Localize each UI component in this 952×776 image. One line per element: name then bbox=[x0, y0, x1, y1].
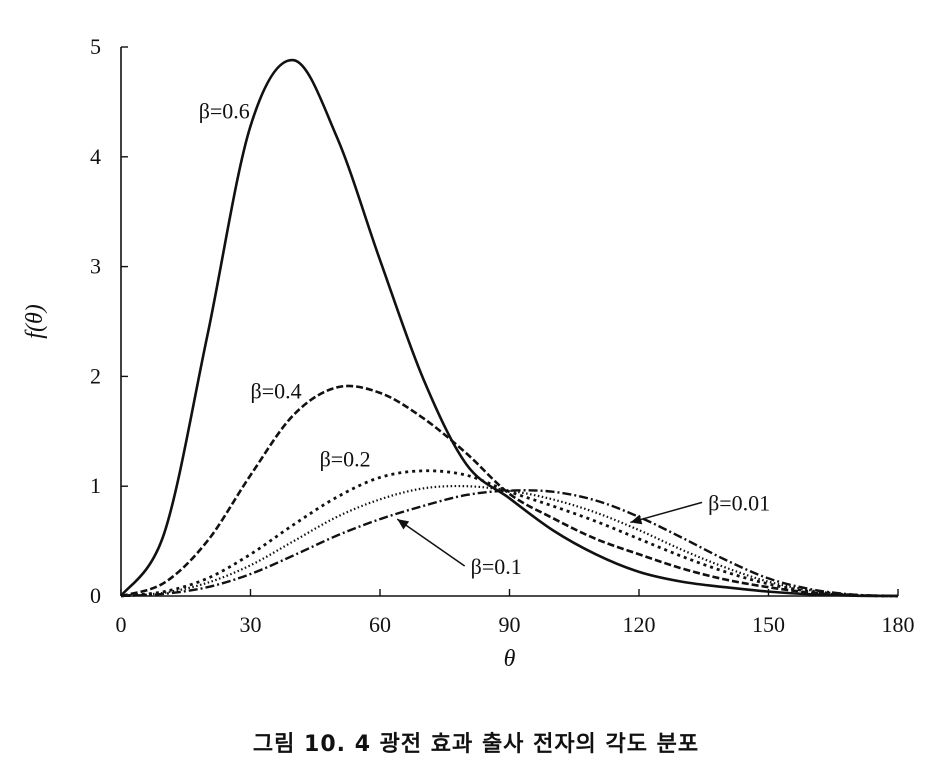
x-axis-title: θ bbox=[504, 646, 516, 672]
axes: 0 30 60 90 120 150 180 0 1 2 3 4 5 θ f(θ) bbox=[22, 34, 915, 672]
x-tick-label: 0 bbox=[116, 612, 127, 637]
x-tick-label: 60 bbox=[369, 612, 391, 637]
curve-label-1: β=0.4 bbox=[251, 378, 302, 403]
curve-label-4: β=0.01 bbox=[708, 490, 770, 515]
y-tick-label: 5 bbox=[90, 34, 101, 59]
x-tick-label: 90 bbox=[499, 612, 521, 637]
arrow-line-3 bbox=[396, 518, 466, 567]
curves bbox=[119, 58, 899, 598]
y-axis-title: f(θ) bbox=[22, 304, 48, 338]
curve-label-2: β=0.2 bbox=[320, 446, 371, 471]
x-tick-label: 30 bbox=[240, 612, 262, 637]
y-tick-label: 1 bbox=[90, 473, 101, 498]
figure-caption: 그림 10. 4 광전 효과 출사 전자의 각도 분포 bbox=[252, 732, 700, 757]
series-line-1 bbox=[120, 384, 899, 598]
series-line-4 bbox=[120, 489, 899, 598]
y-tick-label: 3 bbox=[90, 254, 101, 279]
series-line-2 bbox=[120, 469, 899, 598]
x-tick-label: 150 bbox=[752, 612, 785, 637]
y-tick-label: 4 bbox=[90, 144, 101, 169]
arrow-head-4 bbox=[630, 514, 643, 525]
series-line-3 bbox=[120, 484, 899, 598]
curve-label-0: β=0.6 bbox=[199, 98, 250, 123]
x-tick-label: 120 bbox=[623, 612, 656, 637]
y-tick-label: 0 bbox=[90, 583, 101, 608]
arrow-line-4 bbox=[630, 501, 703, 524]
series-line-0 bbox=[119, 58, 899, 598]
arrow-head-3 bbox=[397, 519, 410, 530]
y-tick-label: 2 bbox=[90, 363, 101, 388]
labels: β=0.6 β=0.4 β=0.2 β=0.1 β=0.01 bbox=[199, 98, 770, 579]
curve-label-3: β=0.1 bbox=[471, 554, 522, 579]
x-tick-label: 180 bbox=[882, 612, 915, 637]
